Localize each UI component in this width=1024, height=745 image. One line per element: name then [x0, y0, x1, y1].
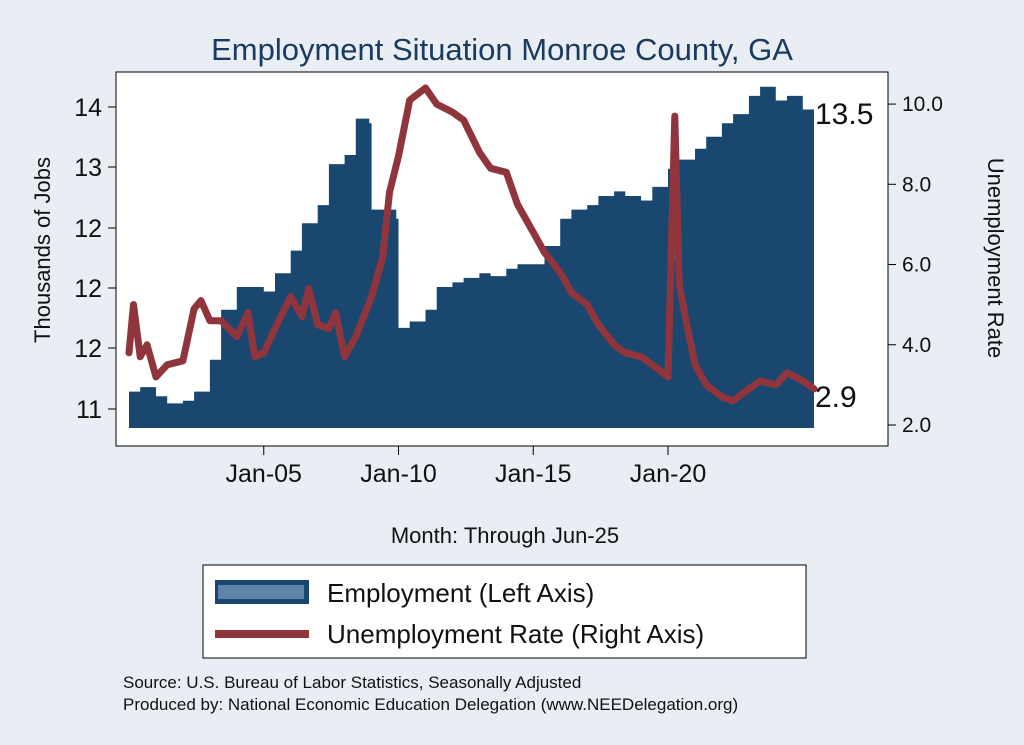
right-axis-title: Unemployment Rate [983, 158, 1008, 359]
x-tick-label: Jan-15 [495, 460, 571, 488]
unemployment-end-label: 2.9 [815, 381, 857, 414]
legend-employment-swatch-inner [218, 585, 304, 599]
left-tick-label: 14 [74, 94, 102, 122]
right-tick-label: 4.0 [902, 334, 931, 357]
x-axis-ticks: Jan-05 Jan-10 Jan-15 Jan-20 [226, 446, 706, 488]
employment-end-label: 13.5 [815, 98, 873, 131]
right-tick-label: 10.0 [902, 93, 943, 116]
right-tick-label: 2.0 [902, 414, 931, 437]
source-line-1: Source: U.S. Bureau of Labor Statistics,… [123, 673, 581, 692]
source-line-2: Produced by: National Economic Education… [123, 695, 738, 714]
right-tick-label: 8.0 [902, 173, 931, 196]
left-tick-label: 12 [74, 275, 102, 303]
employment-area [129, 86, 814, 429]
left-axis-ticks: 11 12 12 12 13 14 [74, 94, 116, 424]
left-tick-label: 13 [74, 154, 102, 182]
legend-unemployment-label: Unemployment Rate (Right Axis) [327, 619, 704, 649]
right-axis-ticks: 2.0 4.0 6.0 8.0 10.0 [888, 93, 943, 437]
x-axis-title: Month: Through Jun-25 [391, 523, 619, 548]
legend-employment-label: Employment (Left Axis) [327, 578, 594, 608]
left-tick-label: 11 [76, 396, 102, 424]
x-tick-label: Jan-05 [226, 460, 302, 488]
x-tick-label: Jan-20 [630, 460, 706, 488]
chart-title: Employment Situation Monroe County, GA [211, 32, 793, 67]
x-tick-label: Jan-10 [360, 460, 436, 488]
unemployment-line [125, 84, 818, 405]
left-tick-label: 12 [74, 215, 102, 243]
legend: Employment (Left Axis) Unemployment Rate… [202, 564, 807, 659]
right-tick-label: 6.0 [902, 254, 931, 277]
left-axis-title: Thousands of Jobs [30, 157, 55, 343]
left-tick-label: 12 [74, 335, 102, 363]
unemployment-line-series [125, 84, 818, 405]
employment-area-series [129, 86, 814, 429]
